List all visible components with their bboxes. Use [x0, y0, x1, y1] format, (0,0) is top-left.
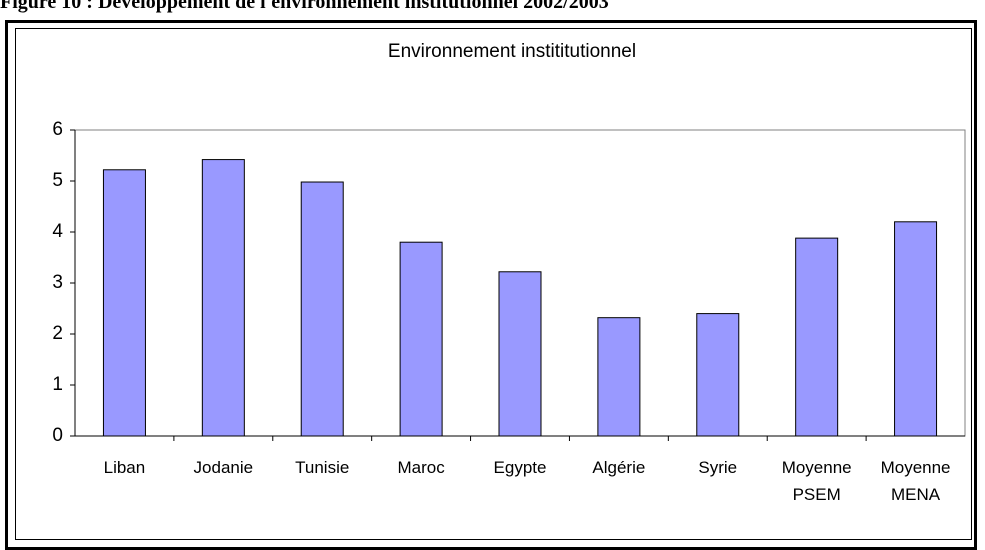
y-tick-label: 6 — [52, 119, 63, 140]
y-tick-label: 4 — [52, 221, 63, 242]
x-tick-label: Liban — [103, 458, 146, 477]
x-tick-label: Moyenne PSEM — [781, 458, 852, 504]
bar — [597, 317, 641, 437]
x-tick-label: Tunisie — [295, 458, 350, 477]
bar — [696, 313, 740, 437]
y-tick-label: 1 — [52, 374, 63, 395]
y-tick-label: 0 — [52, 425, 63, 446]
figure-caption: Figure 10 : Développement de l'environne… — [0, 0, 609, 13]
y-tick-label: 2 — [52, 323, 63, 344]
y-tick-label: 5 — [52, 170, 63, 191]
bar — [795, 237, 839, 437]
bar — [894, 221, 938, 437]
y-tick-label: 3 — [52, 272, 63, 293]
bar — [102, 169, 146, 437]
x-tick-label: Egypte — [493, 458, 547, 477]
x-tick-label: Moyenne MENA — [880, 458, 951, 504]
x-tick-label: Jodanie — [193, 458, 254, 477]
x-tick-label: Algérie — [592, 458, 646, 477]
bar — [498, 271, 542, 437]
bar — [300, 181, 344, 437]
chart-box — [15, 28, 972, 540]
x-tick-label: Maroc — [397, 458, 445, 477]
chart-title: Environnement instititutionnel — [388, 41, 636, 62]
bar — [399, 241, 443, 437]
x-tick-label: Syrie — [698, 458, 738, 477]
bar — [201, 159, 245, 437]
